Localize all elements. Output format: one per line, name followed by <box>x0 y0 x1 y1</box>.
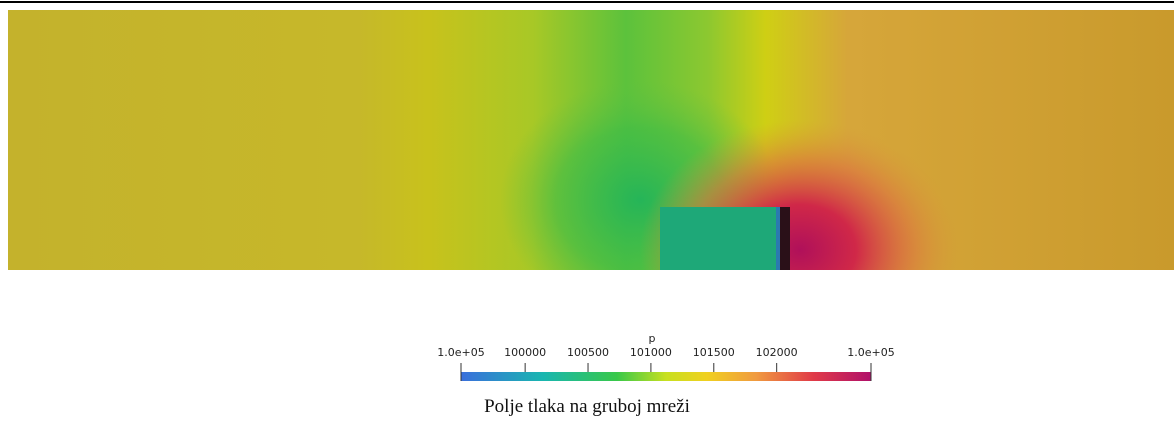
colorbar <box>461 372 871 381</box>
caption: Polje tlaka na gruboj mreži <box>484 396 690 417</box>
tick-label: 101500 <box>693 346 735 359</box>
pressure-field <box>8 10 1174 270</box>
tick-label: 101000 <box>630 346 672 359</box>
tick-label: 102000 <box>756 346 798 359</box>
tick-label: 1.0e+05 <box>437 346 484 359</box>
tick-label: 1.0e+05 <box>847 346 894 359</box>
tick-label: 100500 <box>567 346 609 359</box>
tick-label: 100000 <box>504 346 546 359</box>
colorbar-title: p <box>649 332 656 345</box>
